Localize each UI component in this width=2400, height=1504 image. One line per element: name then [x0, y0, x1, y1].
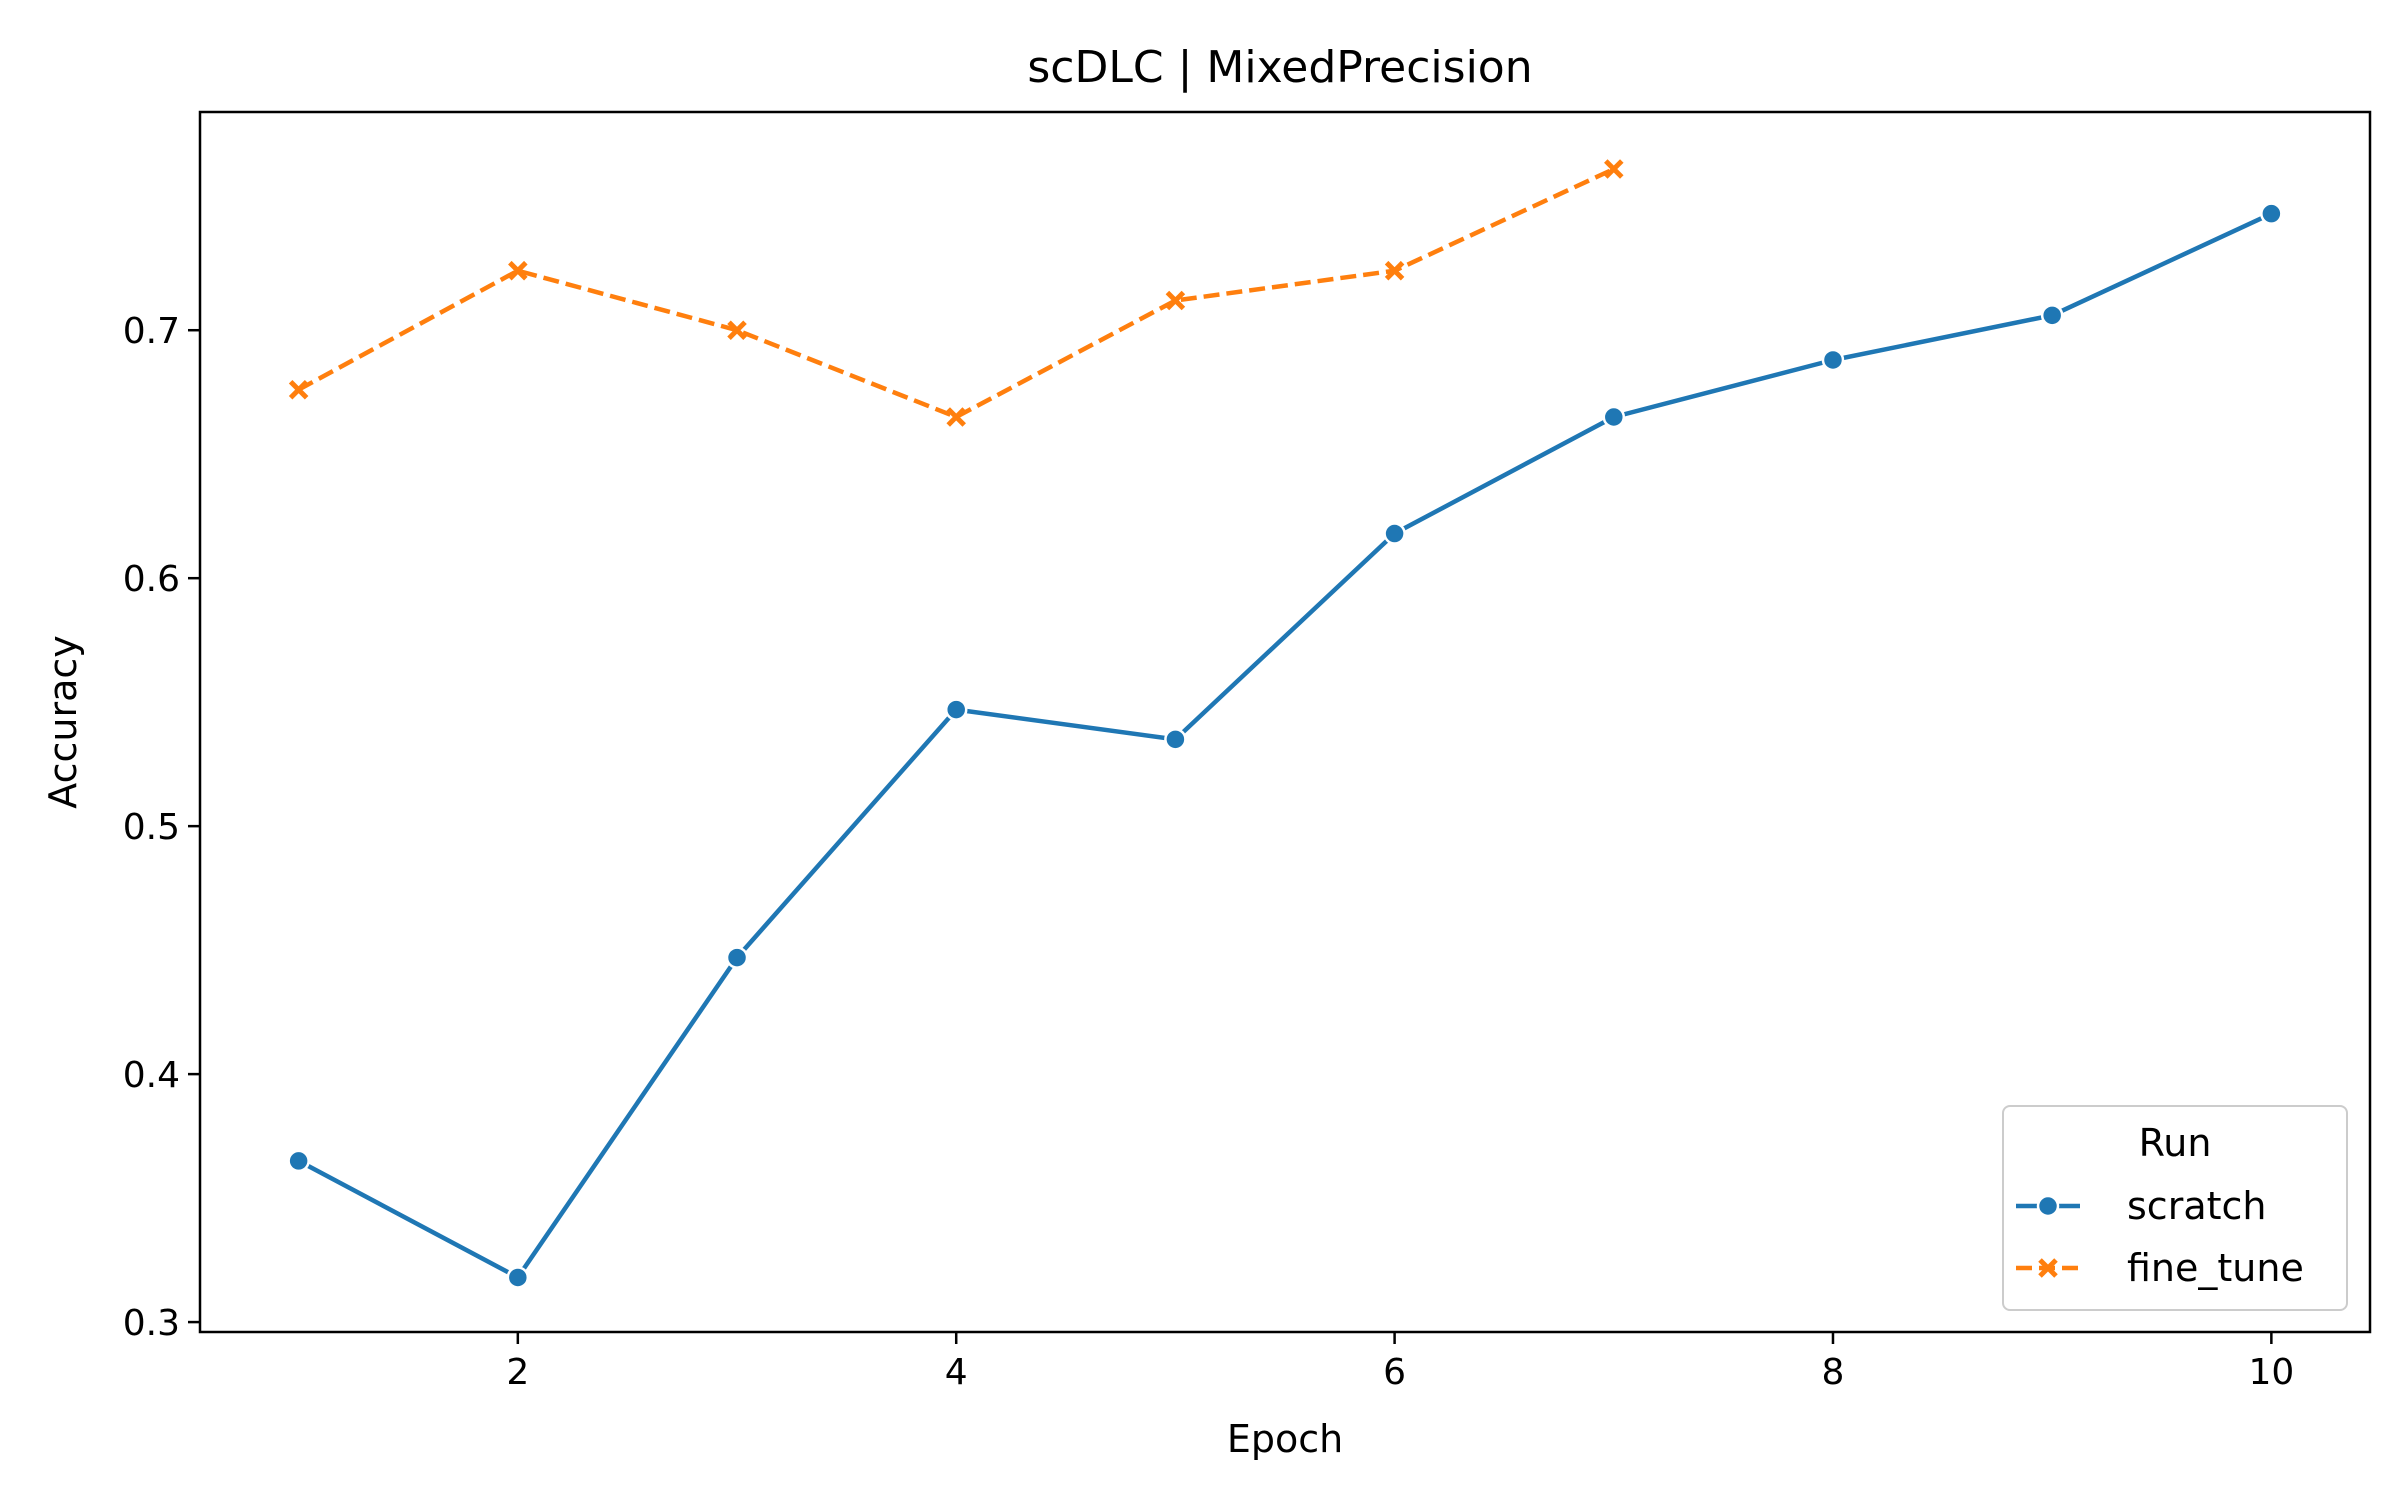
- legend-marker-fine-tune: [2038, 1258, 2058, 1278]
- y-tick-label: 0.5: [123, 807, 180, 848]
- data-point-fine-tune: [288, 379, 309, 400]
- data-point-scratch: [725, 946, 749, 969]
- data-point-scratch: [1383, 522, 1406, 545]
- x-tick-label: 6: [1383, 1352, 1406, 1393]
- y-tick-label: 0.4: [123, 1055, 180, 1096]
- y-axis-ticks: 0.3 0.4 0.5 0.6 0.7: [123, 311, 200, 1344]
- data-point-scratch: [1602, 405, 1626, 429]
- data-point-fine-tune: [1165, 290, 1186, 311]
- x-tick-label: 4: [945, 1352, 968, 1393]
- data-point-fine-tune: [508, 260, 528, 281]
- legend-title: Run: [2139, 1121, 2212, 1165]
- data-point-scratch: [287, 1149, 310, 1173]
- y-tick-label: 0.7: [123, 311, 180, 352]
- legend-box: [2002, 1105, 2348, 1311]
- series-layer: [287, 159, 2283, 1289]
- y-tick-label: 0.3: [123, 1303, 180, 1344]
- y-axis-label: Accuracy: [41, 635, 85, 809]
- data-point-scratch: [506, 1266, 530, 1289]
- data-point-scratch: [2040, 304, 2064, 327]
- data-point-scratch: [1821, 348, 1845, 372]
- legend: Run scratch fine_tune: [2002, 1105, 2348, 1311]
- data-point-fine-tune: [1604, 159, 1624, 179]
- data-point-fine-tune: [727, 320, 747, 340]
- x-axis-label: Epoch: [1227, 1417, 1343, 1461]
- data-point-fine-tune: [1384, 260, 1405, 281]
- plot-area-frame: [198, 110, 2372, 1334]
- x-tick-label: 10: [2248, 1352, 2294, 1393]
- series-line-scratch: [296, 211, 2274, 1280]
- data-point-fine-tune: [946, 407, 966, 427]
- chart-title: scDLC | MixedPrecision: [1027, 42, 1532, 93]
- legend-marker-scratch: [2036, 1194, 2060, 1218]
- x-axis-ticks: 2 4 6 8 10: [506, 1332, 2294, 1393]
- legend-label-scratch: scratch: [2127, 1184, 2266, 1228]
- x-tick-label: 8: [1822, 1352, 1845, 1393]
- data-point-scratch: [2260, 202, 2283, 225]
- data-point-scratch: [944, 698, 968, 721]
- x-tick-label: 2: [506, 1352, 529, 1393]
- y-tick-label: 0.6: [123, 559, 180, 600]
- legend-label-fine-tune: fine_tune: [2127, 1246, 2304, 1290]
- data-point-scratch: [1164, 728, 1187, 751]
